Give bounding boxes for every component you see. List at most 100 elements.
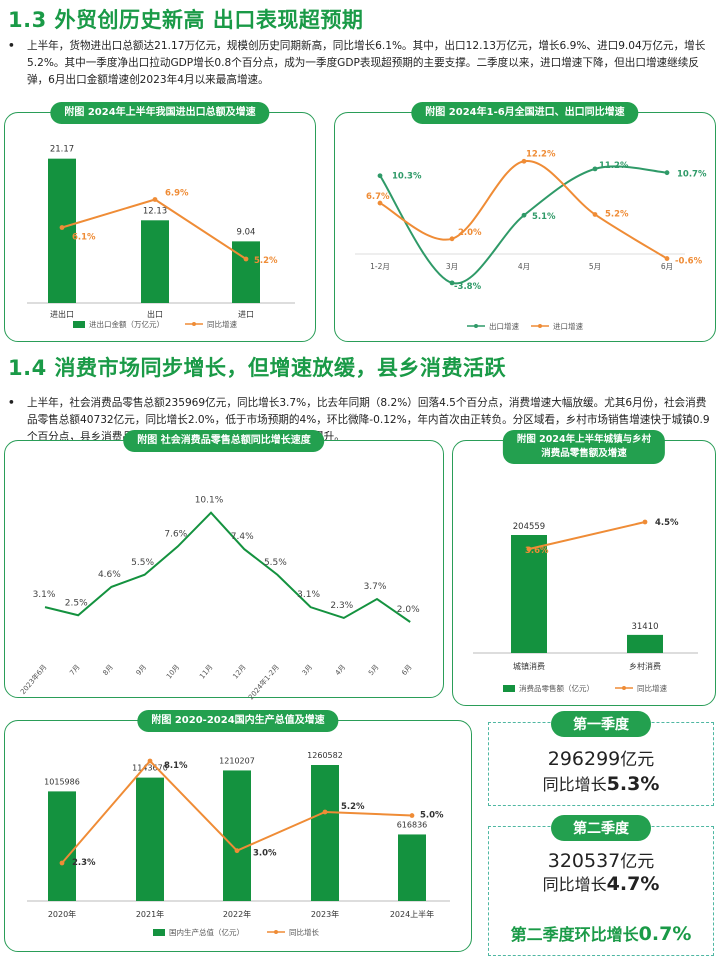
q1-value-number: 296299 [547,748,621,770]
point-growth [147,758,153,764]
q1-growth-prefix: 同比增长 [542,775,607,794]
paragraph-trade-text: 上半年，货物进出口总额达21.17万亿元，规模创历史同期新高，同比增长6.1%。… [27,40,706,86]
x-tick-label: 9月 [135,663,149,677]
x-tick-label: 5月 [367,663,381,677]
x-tick-label: 2020年 [48,909,76,919]
q2-value-number: 320537 [547,850,621,872]
q2-summary-box: 第二季度 320537亿元 同比增长4.7% 第二季度环比增长0.7% [488,815,714,956]
x-tick-label: 11月 [198,663,214,680]
q2-value-unit: 亿元 [620,852,655,872]
point-import [592,212,598,217]
data-label: 3.1% [297,590,320,600]
x-tick-label: 2023年6月 [18,663,48,697]
q2-qoq-prefix: 第二季度环比增长 [510,925,639,944]
q1-growth: 同比增长5.3% [489,771,713,795]
line-value-label: 5.2% [254,256,278,266]
x-tick-label: 城镇消费 [513,661,545,671]
bullet: • [8,397,15,409]
bar-2024上半年 [398,834,426,901]
legend-bar-swatch [503,685,515,692]
bar-value-label: 9.04 [237,227,256,237]
x-tick-label: 5月 [589,262,601,271]
chart-trade-monthly: 1-2月 3月 4月 5月 6月 10.3% -3.8% 5.1% 11.2% 10.7% 6.7%… [355,149,707,331]
point-import [449,236,455,242]
bar-value-label: 1210207 [219,756,255,765]
legend-line-label: 同比增速 [637,683,667,693]
section-title-trade: 1.3 外贸创历史新高 出口表现超预期 [8,8,364,32]
data-label: 2.0% [397,605,420,615]
chart-gdp: 1015986 2020年 1143670 2021年 1210207 2022年 1260… [27,751,450,937]
point-growth [409,813,415,818]
legend-bar-label: 消费品零售额（亿元） [519,683,594,693]
bar-value-label: 616836 [397,820,428,829]
x-tick-label: 2023年 [311,909,339,919]
chart-title-trade-monthly: 附图 2024年1-6月全国进口、出口同比增速 [411,102,639,124]
q2-gdp-value: 320537亿元 [489,847,713,872]
x-tick-label: 3月 [301,663,315,677]
x-tick-label: 进出口 [50,309,74,319]
bullet: • [8,40,15,52]
x-tick-label: 1-2月 [370,262,390,271]
data-label: 4.6% [98,570,121,580]
q2-growth: 同比增长4.7% [489,871,713,895]
legend-bar-label: 国内生产总值（亿元） [169,927,244,937]
chart-panel-gdp: 附图 2020-2024国内生产总值及增速 1015986 2020年 114367… [4,710,472,952]
chart-title-trade-total: 附图 2024年上半年我国进出口总额及增速 [50,102,270,124]
data-label: 3.7% [364,582,387,592]
line-value-label: 2.3% [72,858,96,868]
x-tick-label: 进口 [238,310,254,319]
legend-line-marker [622,686,626,690]
point-import [664,256,670,261]
bar-value-label: 12.13 [143,206,167,216]
data-label: 5.2% [605,209,629,219]
data-label: 7.6% [164,529,187,539]
chart-panel-trade-monthly: 附图 2024年1-6月全国进口、出口同比增速 1-2月 3月 4月 5月 6月 10.3… [334,102,716,342]
point-export [664,170,670,176]
line-value-label: 3.6% [525,546,549,556]
point-growth [234,848,240,854]
x-tick-label: 乡村消费 [629,661,661,671]
q2-qoq-value: 0.7% [638,923,692,945]
line-value-label: 6.9% [165,189,189,199]
line-export [379,165,668,285]
bar-value-label: 1015986 [44,777,80,786]
line-value-label: 4.5% [655,518,679,528]
point-export [521,212,527,218]
q2-qoq-growth: 第二季度环比增长0.7% [489,921,713,945]
point-growth [322,809,328,815]
point-export [592,166,598,172]
chart-panel-trade-total: 附图 2024年上半年我国进出口总额及增速 21.17 进出口 12.13 出口 9.0… [4,102,316,342]
point-growth [59,860,65,866]
legend-line-label: 同比增长 [289,927,319,937]
data-label: 2.5% [65,598,88,608]
q1-gdp-value: 296299亿元 [489,745,713,770]
data-label: 2.0% [458,228,482,238]
legend-line-label: 同比增速 [207,319,237,329]
data-label: -0.6% [675,257,703,267]
point-growth [59,225,65,230]
legend-line-marker [274,930,278,934]
chart-title-urban-rural: 附图 2024年上半年城镇与乡村 消费品零售额及增速 [502,430,666,464]
paragraph-trade: • 上半年，货物进出口总额达21.17万亿元，规模创历史同期新高，同比增长6.1… [8,38,714,89]
bar-value-label: 31410 [631,622,658,632]
legend-export-marker [474,324,478,328]
data-label: 6.7% [366,192,390,202]
x-tick-label: 2024年1-2月 [246,663,281,702]
legend-bar-swatch [153,929,165,936]
line-value-label: 6.1% [72,233,96,243]
x-tick-label: 2021年 [136,909,164,919]
q1-growth-value: 5.3% [606,773,660,795]
x-tick-label: 2022年 [223,909,251,919]
line-value-label: 5.0% [420,811,444,821]
chart-title-gdp: 附图 2020-2024国内生产总值及增速 [137,710,339,732]
x-tick-label: 10月 [165,663,181,680]
q1-summary-box: 第一季度 296299亿元 同比增长5.3% [488,711,714,806]
line-retail-growth [44,511,411,623]
legend-bar-label: 进出口金额（万亿元） [89,319,164,329]
section-title-consumption: 1.4 消费市场同步增长，但增速放缓，县乡消费活跃 [8,356,507,380]
point-export [449,280,455,286]
bar-2021年 [136,777,164,901]
x-tick-label: 出口 [147,309,163,319]
x-tick-label: 4月 [334,663,348,677]
bar-2023年 [311,765,339,901]
